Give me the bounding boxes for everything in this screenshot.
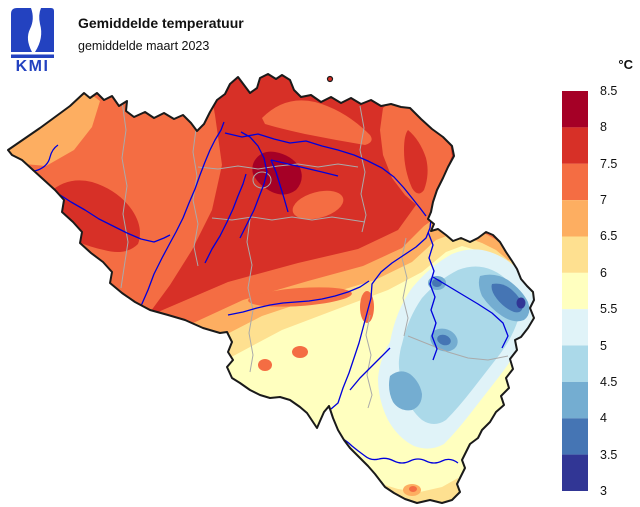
logo-cloud-right-shape [35,8,54,52]
river-dijle [270,159,289,213]
legend: °C 8.5 8 7.5 7 6.5 6 5.5 5 4.5 4 3.5 3 [556,55,640,507]
legend-tick-label: 4.5 [600,375,618,389]
logo-bar [11,54,54,58]
logo-text: KMI [16,58,50,72]
enclave-dot [326,75,334,83]
province-border [192,128,199,267]
river-nete-albertkanaal [224,132,427,217]
legend-tick-label: 3.5 [600,448,618,462]
legend-tick-label: 5 [600,339,607,353]
spot-gaume-border-6p5-7 [323,426,337,438]
province-borders-layer [120,100,509,409]
zone-kempen-7-7p5 [262,100,372,145]
spot-3p5-4-a [432,279,442,287]
province-border [211,216,366,223]
logo-cloud-left-shape [11,8,33,52]
spot-3p5-4-b [437,334,451,346]
spot-sambre-7-7p5 [248,287,352,307]
river-ambleve [432,276,509,349]
river-dender [204,173,247,264]
zone-ardennes-4p5-5 [398,266,520,424]
river-lesse [349,347,391,391]
legend-tick-label: 7 [600,193,607,207]
zone-coldest-3-3p5 [516,297,526,309]
page-subtitle: gemiddelde maart 2023 [78,39,210,53]
spot-sw-7-7p5-a [258,359,272,371]
zone-gaume-6-6p5 [352,470,462,503]
region-fill-layer [8,74,534,503]
spot-gaume-7-7p5 [409,486,417,492]
legend-swatch [562,236,588,273]
river-scheldt [140,121,225,307]
river-meuse [330,218,432,410]
kmi-logo: KMI [11,8,54,72]
legend-tick-label: 4 [600,411,607,425]
legend-swatch [562,127,588,164]
province-border [246,218,254,373]
river-semois [338,436,459,464]
legend-unit-label: °C [618,57,633,72]
province-border [359,105,367,233]
legend-swatch [562,272,588,310]
province-border [365,314,373,409]
river-sambre [227,280,370,316]
zone-hageland-7-7p5 [292,190,344,220]
legend-tick-label: 6.5 [600,229,618,243]
rivers-layer [21,121,509,464]
zone-fagnes-3p5-4 [491,283,523,313]
zone-limburg-red-streak [404,130,428,194]
legend-swatch [562,309,588,346]
legend-swatch [562,381,588,419]
legend-tick-label: 6 [600,266,607,280]
legend-tick-label: 3 [600,484,607,498]
legend-swatch [562,91,588,128]
river-demer [270,159,339,177]
legend-swatch [562,200,588,237]
river-ourthe [427,231,438,361]
river-senne [239,131,268,239]
legend-tick-label: 5.5 [600,302,618,316]
province-border [197,163,359,170]
province-border [401,237,409,337]
legend-swatch [562,454,588,491]
legend-swatch [562,418,588,455]
legend-swatch [562,345,588,382]
header: Gemiddelde temperatuur gemiddelde maart … [78,13,244,55]
legend-colorbar [562,91,588,491]
legend-tick-label: 8 [600,120,607,134]
spot-sw-7-7p5-b [292,346,308,358]
zone-coast-6p5-7 [8,92,100,166]
province-border [120,100,129,289]
page-title: Gemiddelde temperatuur [78,15,244,31]
spot-4-4p5-c [389,371,422,411]
legend-tick-label: 8.5 [600,84,618,98]
province-border [407,335,509,361]
spot-meuse-7-7p5 [360,291,374,323]
legend-swatch [562,163,588,201]
legend-tick-label: 7.5 [600,157,618,171]
